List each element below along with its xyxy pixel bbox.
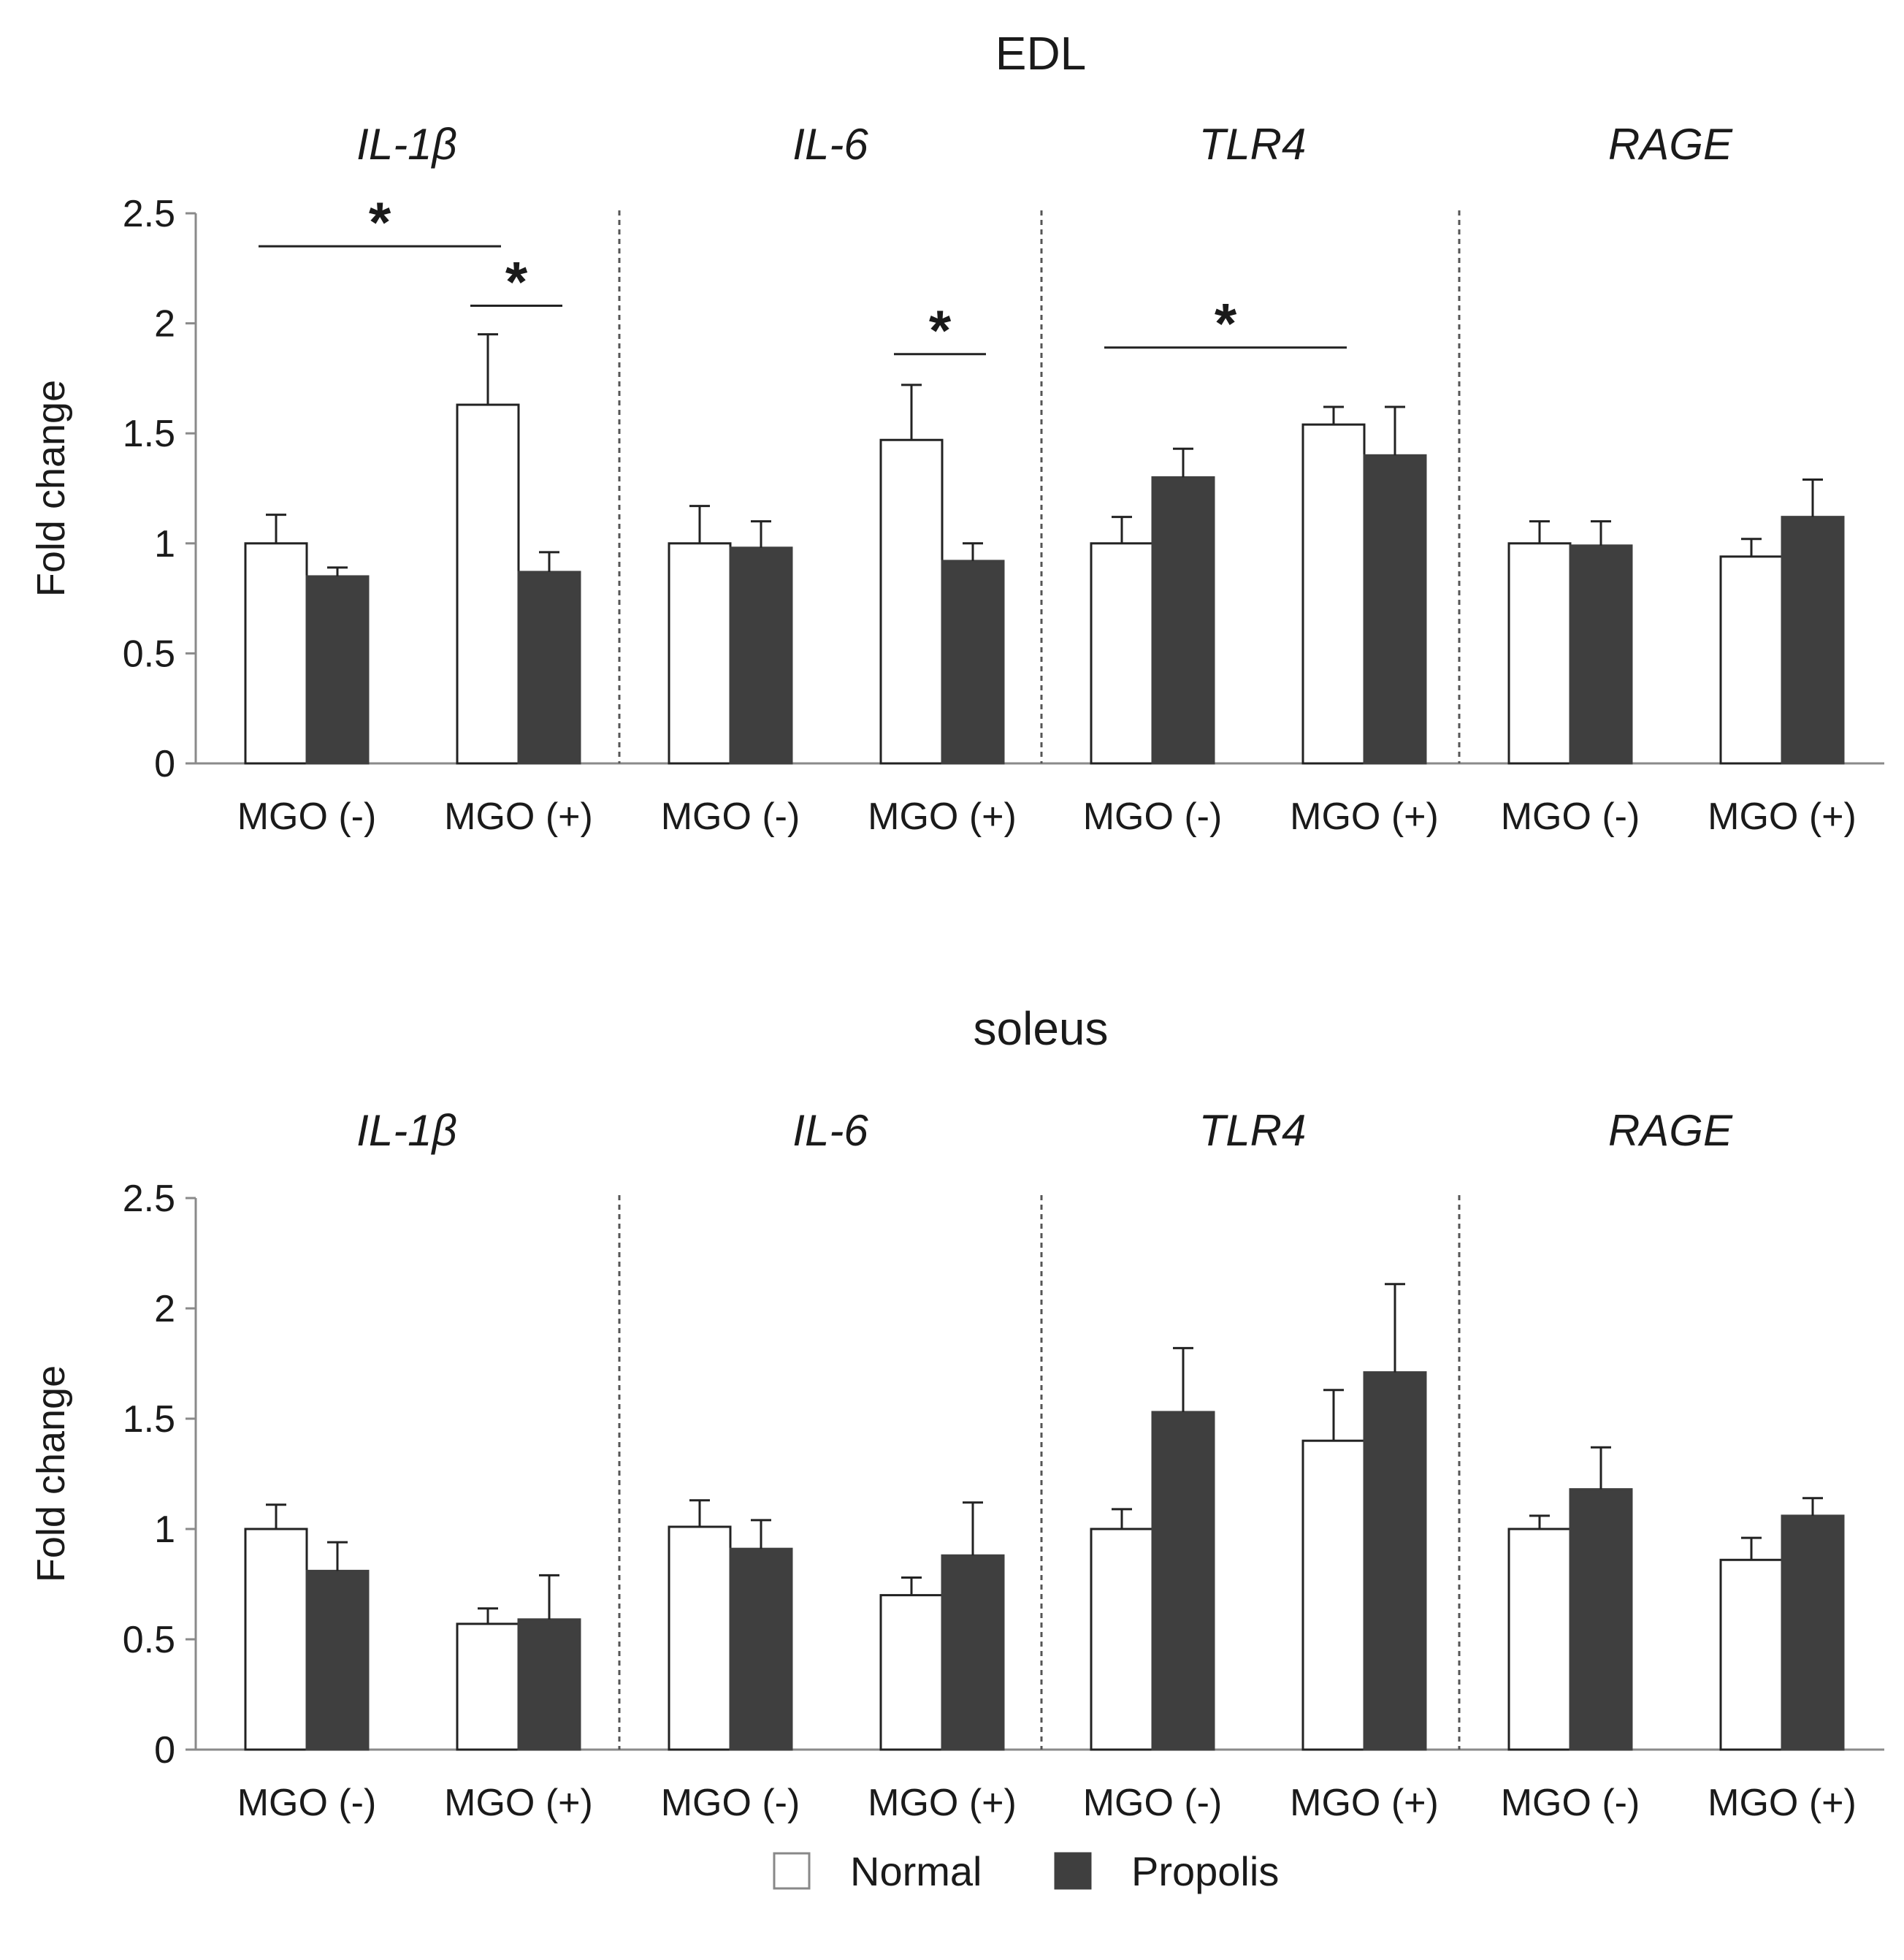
bar-propolis [941, 1554, 1005, 1751]
bar-propolis [1151, 1411, 1215, 1751]
group-label: MGO (+) [1290, 796, 1439, 838]
y-axis-title: Fold change [29, 1365, 73, 1582]
bar-propolis [1781, 1514, 1845, 1751]
legend-label: Propolis [1131, 1848, 1279, 1894]
gene-label: TLR4 [1199, 1106, 1307, 1155]
bar-propolis [305, 575, 370, 765]
y-tick-label: 0 [154, 743, 175, 785]
legend-swatch [773, 1852, 811, 1890]
bar-normal [456, 1622, 520, 1751]
bar-normal [668, 542, 732, 765]
y-axis-title: Fold change [29, 380, 73, 597]
significance-marker: * [369, 190, 391, 254]
y-tick-label: 1.5 [123, 1398, 175, 1441]
bar-normal [1719, 555, 1783, 765]
bar-propolis [1151, 476, 1215, 765]
chart-edl: EDL 0 0.5 1 1.5 2 2.5 Fold change IL-1β MGO (-) MG… [29, 27, 1884, 838]
bar-propolis [729, 1547, 793, 1751]
group-label: MGO (-) [1083, 1782, 1223, 1824]
bar-propolis [517, 571, 581, 765]
group-label: MGO (+) [868, 1782, 1017, 1824]
bar-normal [1507, 1528, 1572, 1751]
bar-propolis [1569, 544, 1633, 765]
y-tick-label: 2.5 [123, 1178, 175, 1220]
bar-propolis [1363, 454, 1427, 765]
legend-label: Normal [850, 1848, 982, 1894]
bar-normal [668, 1525, 732, 1751]
significance-marker: * [929, 298, 952, 362]
y-tick-label: 2.5 [123, 193, 175, 235]
bar-normal [879, 438, 944, 765]
group-label: MGO (-) [237, 1782, 377, 1824]
bar-normal [244, 1528, 308, 1751]
chart-title: soleus [974, 1002, 1109, 1055]
group-label: MGO (-) [661, 1782, 800, 1824]
group-label: MGO (+) [444, 796, 593, 838]
gene-label: IL-6 [792, 1106, 868, 1155]
y-tick-label: 1.5 [123, 413, 175, 455]
group-label: MGO (-) [661, 796, 800, 838]
bar-normal [1301, 423, 1366, 765]
y-tick-label: 2 [154, 303, 175, 346]
group-label: MGO (-) [1501, 1782, 1640, 1824]
chart-title: EDL [995, 27, 1087, 80]
gene-label: IL-6 [792, 120, 868, 169]
group-label: MGO (-) [1083, 796, 1223, 838]
bar-normal [1719, 1558, 1783, 1751]
group-label: MGO (+) [1290, 1782, 1439, 1824]
bar-propolis [1781, 516, 1845, 765]
bar-normal [1090, 1528, 1154, 1751]
y-tick-label: 1 [154, 1509, 175, 1551]
bar-propolis [729, 546, 793, 765]
group-label: MGO (+) [868, 796, 1017, 838]
legend: Normal Propolis [773, 1848, 1279, 1894]
gene-label: TLR4 [1199, 120, 1307, 169]
gene-label: IL-1β [356, 120, 457, 169]
bar-normal [244, 542, 308, 765]
bar-normal [456, 403, 520, 765]
bar-normal [1090, 542, 1154, 765]
gene-label: RAGE [1608, 1106, 1733, 1155]
significance-marker: * [1215, 291, 1237, 356]
y-tick-label: 0.5 [123, 1619, 175, 1661]
bar-propolis [1363, 1371, 1427, 1751]
y-tick-label: 1 [154, 523, 175, 565]
bar-normal [879, 1594, 944, 1751]
group-label: MGO (-) [1501, 796, 1640, 838]
bar-normal [1507, 542, 1572, 765]
y-tick-label: 0 [154, 1729, 175, 1772]
legend-swatch [1054, 1852, 1092, 1890]
bar-propolis [305, 1569, 370, 1751]
bar-propolis [517, 1618, 581, 1751]
group-label: MGO (+) [1708, 1782, 1857, 1824]
gene-label: IL-1β [356, 1106, 457, 1155]
y-tick-label: 2 [154, 1288, 175, 1330]
significance-marker: * [505, 250, 528, 314]
bar-propolis [941, 560, 1005, 765]
group-label: MGO (+) [444, 1782, 593, 1824]
gene-label: RAGE [1608, 120, 1733, 169]
chart-soleus: soleus 0 0.5 1 1.5 2 2.5 Fold change IL-1β MGO (-… [29, 1002, 1884, 1824]
group-label: MGO (-) [237, 796, 377, 838]
bar-normal [1301, 1439, 1366, 1751]
group-label: MGO (+) [1708, 796, 1857, 838]
bar-propolis [1569, 1488, 1633, 1751]
y-tick-label: 0.5 [123, 633, 175, 675]
